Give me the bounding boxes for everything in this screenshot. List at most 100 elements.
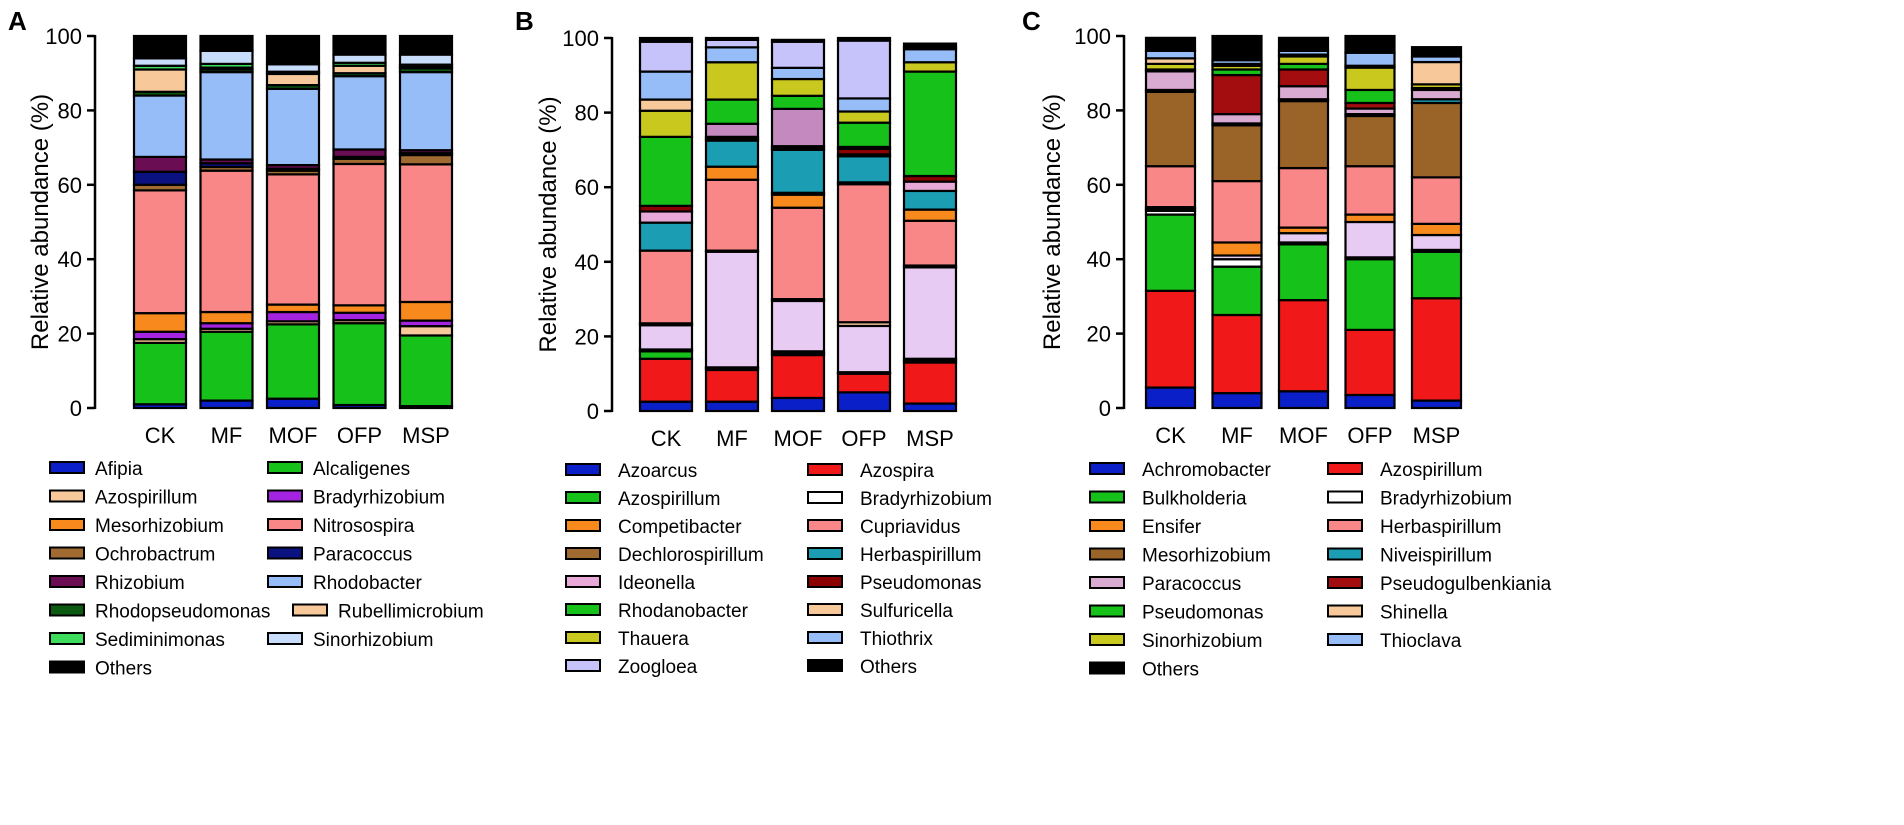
y-tick-label: 100 xyxy=(45,24,82,49)
legend-swatch-bradyrhizobium xyxy=(807,491,843,504)
bar-segment-MOF-cupriavidus xyxy=(770,206,826,301)
y-tick-label: 100 xyxy=(562,26,599,51)
bar-segment-CK-mesorhizobium xyxy=(1144,90,1197,168)
legend-label-rhodopseudomonas: Rhodopseudomonas xyxy=(95,602,270,623)
x-tick-label-ofp: OFP xyxy=(1347,423,1392,448)
legend-label-ochrobactrum: Ochrobactrum xyxy=(95,545,215,566)
legend-swatch-sinorhizobium xyxy=(267,632,303,645)
bar-segment-OFP-mesorhizobium xyxy=(1344,114,1396,168)
legend-label-mesorhizobium: Mesorhizobium xyxy=(1142,546,1271,567)
bar-segment-MSP-competibacter xyxy=(902,208,958,222)
bar-segment-CK-mesorhizobium xyxy=(132,312,188,333)
bar-segment-MOF-zoogloea xyxy=(770,299,826,353)
bar-segment-CK-zoogloea xyxy=(638,40,694,73)
bar-segment-OFP-nitrosospira xyxy=(332,162,387,307)
bar-segment-OFP-thiothrix xyxy=(836,97,892,113)
panel-letter: C xyxy=(1022,6,1041,36)
bar-segment-CK-zoogloea xyxy=(638,324,694,351)
bar-segment-OFP-zoogloea xyxy=(836,324,892,374)
legend-swatch-sinorhizobium xyxy=(1089,633,1125,646)
bar-segment-MF-nitrospira xyxy=(704,98,760,125)
legend-swatch-azospirillum xyxy=(49,489,85,503)
bar-segment-MOF-nitrosospira xyxy=(265,173,321,306)
legend-swatch-azoarcus xyxy=(565,463,601,476)
bar-segment-CK-azospira xyxy=(638,357,694,403)
bar-segment-CK-others xyxy=(638,36,694,43)
bar-segment-CK-azoarcus xyxy=(638,400,694,413)
bar-segment-CK-others xyxy=(132,34,188,60)
bar-segment-OFP-paracoccus xyxy=(1344,220,1396,259)
bar-segment-OFP-rubellimicrobium xyxy=(332,64,387,75)
bar-segment-MOF-azoarcus xyxy=(770,396,826,413)
legend-label-sediminimonas: Sediminimonas xyxy=(95,630,225,651)
y-tick-label: 0 xyxy=(70,396,82,421)
bar-segment-MF-competibacter xyxy=(704,165,760,181)
bar-segment-MF-sinorhizobium xyxy=(199,49,254,66)
legend-swatch-paracoccus xyxy=(267,546,303,560)
bar-segment-CK-rhodanobacter xyxy=(638,135,694,207)
bar-segment-MF-zoogloea xyxy=(704,38,760,49)
x-tick-label-ofp: OFP xyxy=(337,423,382,448)
legend-label-zoogloea: Zoogloea xyxy=(618,657,698,678)
legend-label-shinella: Shinella xyxy=(1380,603,1448,624)
bar-segment-MSP-alcaligenes xyxy=(398,334,454,408)
bar-segment-CK-bradyrhizobium xyxy=(132,330,188,341)
bar-segment-OFP-azoarcus xyxy=(836,391,892,413)
bar-segment-MSP-zoogloea xyxy=(902,266,958,360)
legend-swatch-azospira xyxy=(807,463,843,476)
legend-label-pseudomonas: Pseudomonas xyxy=(1142,603,1263,624)
legend-label-rhodobacter: Rhodobacter xyxy=(313,573,422,594)
legend-label-bradyrhizobium: Bradyrhizobium xyxy=(313,488,445,509)
bar-segment-CK-sinorhizobium xyxy=(132,57,188,67)
bar-segment-OFP-alcaligenes xyxy=(332,322,387,407)
legend-label-nitrosospira: Nitrosospira xyxy=(313,516,415,537)
bar-segment-MOF-bulkholderia xyxy=(1277,243,1330,302)
bar-segment-MF-bulkholderia xyxy=(1211,265,1263,317)
bar-segment-MOF-mesorhizobium xyxy=(265,303,321,314)
bar-segment-MF-bradyrhizobium xyxy=(1211,258,1263,268)
y-tick-label: 20 xyxy=(1087,322,1111,347)
bar-segment-CK-ideonella xyxy=(638,210,694,224)
legend-label-competibacter: Competibacter xyxy=(618,517,742,538)
bar-segment-MOF-paracoccus xyxy=(1277,232,1330,244)
legend-label-others: Others xyxy=(95,659,152,680)
bar-segment-MOF-others xyxy=(1277,36,1330,52)
bar-segment-MF-herbaspirillum xyxy=(704,139,760,168)
bar-segment-MF-thiothrix xyxy=(704,46,760,64)
bar-segment-MSP-nitrospira xyxy=(902,70,958,178)
legend: Azoarcus Azospira Azospirillum Bradyrhizobi… xyxy=(565,461,992,678)
bar-segment-MOF-thauera xyxy=(770,77,826,97)
bar-segment-OFP-azospira xyxy=(836,372,892,394)
legend-swatch-herbaspirillum xyxy=(807,547,843,560)
bar-segment-MSP-others xyxy=(398,34,454,56)
legend-label-afipia: Afipia xyxy=(95,459,143,480)
legend-label-others: Others xyxy=(860,657,917,678)
bar-segment-OFP-azospirillum xyxy=(1344,328,1396,397)
bar-segment-MSP-ensifer xyxy=(1410,222,1463,237)
legend-swatch-others xyxy=(1089,661,1125,675)
bar-segment-CK-paracoccus xyxy=(1144,70,1197,92)
y-tick-label: 20 xyxy=(575,324,599,349)
legend-label-mesorhizobium: Mesorhizobium xyxy=(95,516,224,537)
legend-label-bradyrhizobium: Bradyrhizobium xyxy=(1380,489,1512,510)
legend-label-rubellimicrobium: Rubellimicrobium xyxy=(338,602,484,623)
x-tick-label-msp: MSP xyxy=(906,426,954,451)
legend-swatch-pseudomonas xyxy=(807,575,843,588)
x-tick-label-mf: MF xyxy=(1221,423,1253,448)
bar-segment-MSP-cupriavidus xyxy=(902,219,958,267)
legend-label-azoarcus: Azoarcus xyxy=(618,461,697,482)
legend-swatch-dechlorospirillum xyxy=(565,547,601,560)
legend-label-bulkholderia: Bulkholderia xyxy=(1142,489,1247,510)
bar-segment-MSP-azoarcus xyxy=(902,402,958,413)
legend-label-thioclava: Thioclava xyxy=(1380,631,1462,652)
bar-segment-MSP-herbaspirillum xyxy=(902,189,958,211)
x-tick-label-ck: CK xyxy=(651,426,682,451)
y-tick-label: 40 xyxy=(1087,247,1111,272)
bar-segment-MF-zoogloea xyxy=(704,250,760,369)
bar-segment-OFP-thioclava xyxy=(1344,51,1396,67)
legend-label-pseudomonas: Pseudomonas xyxy=(860,573,981,594)
legend-swatch-alcaligenes xyxy=(267,461,303,474)
legend-label-others: Others xyxy=(1142,660,1199,681)
legend-label-azospira: Azospira xyxy=(860,461,934,482)
bar-segment-MSP-thauera xyxy=(902,61,958,73)
